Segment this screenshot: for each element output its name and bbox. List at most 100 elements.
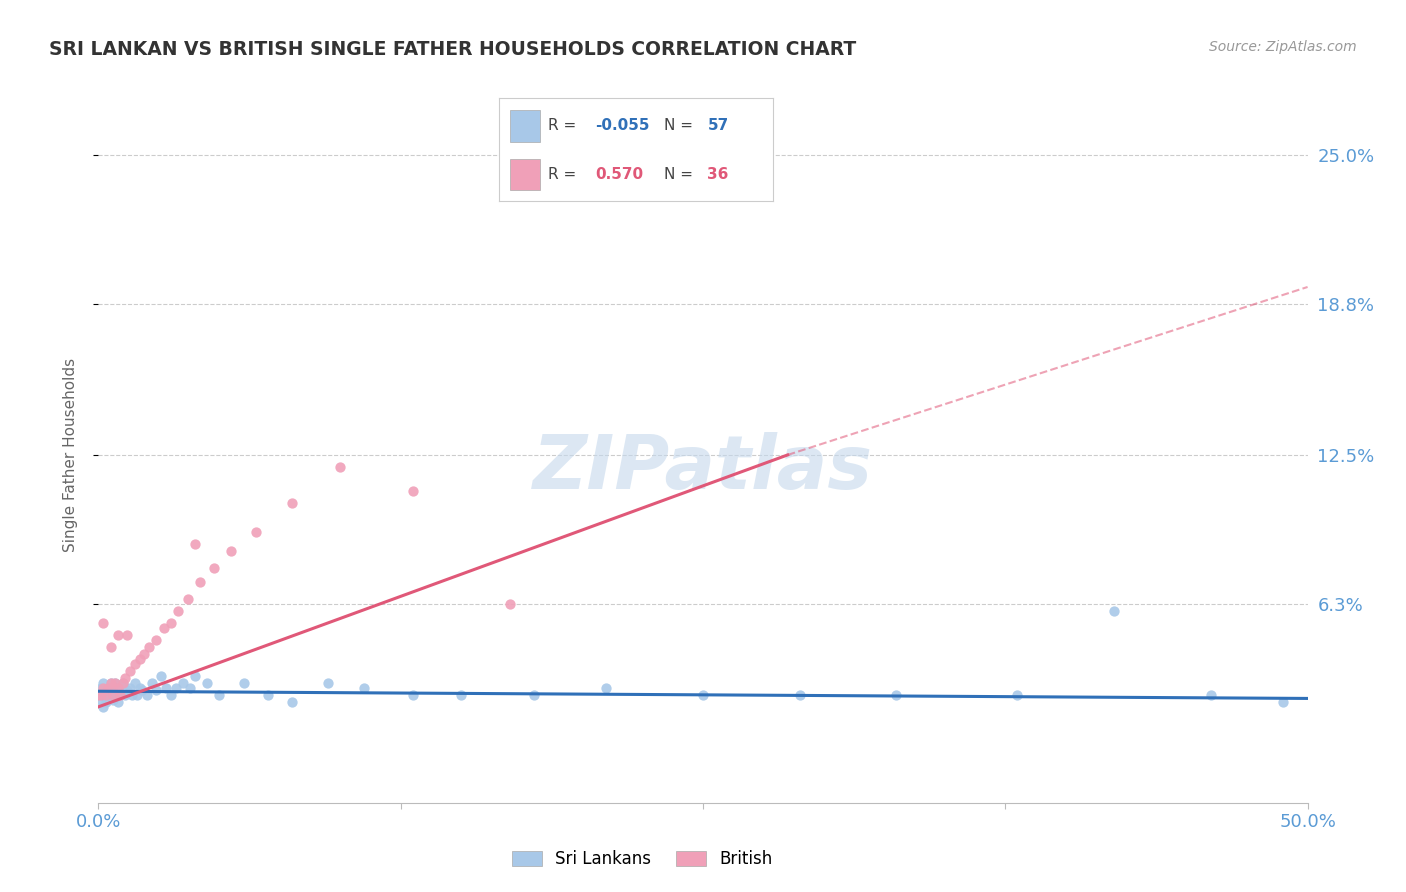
Point xyxy=(104,676,127,690)
Point xyxy=(1199,688,1222,702)
Point xyxy=(94,688,117,702)
Point xyxy=(155,681,177,695)
Point xyxy=(104,676,127,690)
Point xyxy=(124,676,146,690)
Point xyxy=(100,676,122,690)
Legend: Sri Lankans, British: Sri Lankans, British xyxy=(505,843,780,874)
Point xyxy=(188,575,211,590)
Point xyxy=(152,621,174,635)
Point xyxy=(150,668,173,682)
Point xyxy=(111,676,134,690)
Point xyxy=(100,640,122,654)
Point xyxy=(160,688,183,702)
Text: Source: ZipAtlas.com: Source: ZipAtlas.com xyxy=(1209,40,1357,54)
FancyBboxPatch shape xyxy=(510,111,540,142)
Point xyxy=(91,699,114,714)
Point xyxy=(138,640,160,654)
Point xyxy=(402,688,425,702)
Point xyxy=(221,544,243,558)
Point xyxy=(135,688,157,702)
Point xyxy=(107,681,129,695)
Point xyxy=(167,604,190,618)
Point xyxy=(117,683,139,698)
Point xyxy=(87,688,110,702)
Point xyxy=(114,671,136,685)
Point xyxy=(141,676,163,690)
Point xyxy=(145,683,167,698)
Point xyxy=(90,681,112,695)
Point xyxy=(128,681,150,695)
Point xyxy=(90,688,112,702)
Point xyxy=(523,688,546,702)
Point xyxy=(128,652,150,666)
Point xyxy=(1102,604,1125,618)
Point xyxy=(94,695,117,709)
Text: ZIPatlas: ZIPatlas xyxy=(533,433,873,506)
Point xyxy=(353,681,375,695)
Point xyxy=(91,681,114,695)
Point xyxy=(281,496,304,510)
Point xyxy=(145,632,167,647)
Point xyxy=(108,688,131,702)
Point xyxy=(160,615,183,630)
Point xyxy=(107,628,129,642)
Point xyxy=(97,681,120,695)
Point xyxy=(101,692,124,706)
Point xyxy=(131,683,153,698)
Point xyxy=(134,647,156,661)
Point xyxy=(104,688,127,702)
Point xyxy=(256,688,278,702)
Point xyxy=(165,681,187,695)
Point xyxy=(121,688,143,702)
Text: 36: 36 xyxy=(707,167,728,182)
Point xyxy=(107,681,129,695)
Point xyxy=(692,184,714,198)
Y-axis label: Single Father Households: Single Father Households xyxy=(63,358,77,552)
Text: R =: R = xyxy=(548,167,582,182)
Text: 0.570: 0.570 xyxy=(595,167,643,182)
Point xyxy=(329,459,352,474)
Text: -0.055: -0.055 xyxy=(595,119,650,133)
Point xyxy=(97,681,120,695)
Point xyxy=(281,695,304,709)
Point xyxy=(595,681,617,695)
Text: N =: N = xyxy=(664,167,697,182)
Point xyxy=(91,676,114,690)
Point xyxy=(118,681,141,695)
Point xyxy=(450,688,472,702)
Point xyxy=(94,683,117,698)
FancyBboxPatch shape xyxy=(510,159,540,190)
Point xyxy=(245,524,267,539)
Point xyxy=(208,688,231,702)
Point xyxy=(184,537,207,551)
Text: R =: R = xyxy=(548,119,582,133)
Text: N =: N = xyxy=(664,119,697,133)
Point xyxy=(114,688,136,702)
Point xyxy=(91,615,114,630)
Point xyxy=(179,681,201,695)
Point xyxy=(94,688,117,702)
Point xyxy=(886,688,908,702)
Text: 57: 57 xyxy=(707,119,728,133)
Point xyxy=(87,688,110,702)
Text: SRI LANKAN VS BRITISH SINGLE FATHER HOUSEHOLDS CORRELATION CHART: SRI LANKAN VS BRITISH SINGLE FATHER HOUS… xyxy=(49,40,856,59)
Point xyxy=(316,676,339,690)
Point xyxy=(127,688,149,702)
Point xyxy=(1007,688,1029,702)
Point xyxy=(184,668,207,682)
Point xyxy=(172,676,194,690)
Point xyxy=(232,676,254,690)
Point xyxy=(111,676,134,690)
Point xyxy=(97,688,120,702)
Point xyxy=(204,560,226,574)
Point xyxy=(107,695,129,709)
Point xyxy=(108,688,131,702)
Point xyxy=(90,695,112,709)
Point xyxy=(498,597,520,611)
Point xyxy=(118,664,141,678)
Point xyxy=(100,676,122,690)
Point xyxy=(100,688,122,702)
Point xyxy=(402,483,425,498)
Point xyxy=(195,676,218,690)
Point xyxy=(177,591,200,606)
